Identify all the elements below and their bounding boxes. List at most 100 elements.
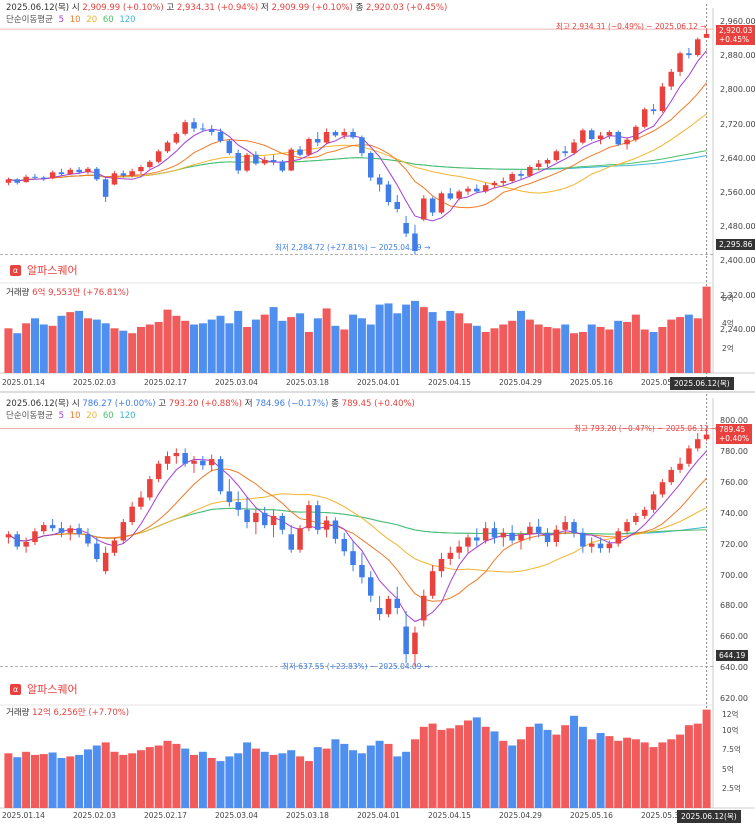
- last-change: +0.45%: [719, 35, 750, 44]
- candle-body: [226, 491, 233, 503]
- candle-body: [456, 191, 462, 199]
- volume-bar: [340, 743, 349, 808]
- time-tick-label: 2025.01.14: [2, 378, 45, 387]
- volume-bar: [455, 725, 464, 808]
- ma20-label: 20: [86, 411, 98, 421]
- volume-bar: [587, 739, 596, 809]
- volume-bar: [605, 736, 614, 808]
- volume-bar: [578, 332, 587, 373]
- volume-bar: [437, 729, 446, 808]
- volume-value: 6억 9,553만 (+76.81%): [32, 288, 130, 298]
- volume-bar: [384, 303, 393, 373]
- candle-body: [226, 140, 233, 154]
- volume-bar: [287, 317, 296, 373]
- volume-bar: [145, 747, 154, 808]
- price-tick-label: 660.00: [720, 632, 748, 642]
- candle-body: [323, 520, 330, 530]
- candle-body: [491, 182, 498, 186]
- candle-body: [412, 233, 418, 251]
- candle-body: [341, 132, 347, 136]
- ma120-label: 120: [119, 411, 136, 421]
- volume-bar: [13, 757, 22, 808]
- volume-tick-label: 7.5억: [722, 745, 741, 755]
- candle-body: [235, 502, 241, 510]
- candle-body: [606, 543, 613, 549]
- volume-tick-label: 10억: [722, 725, 739, 735]
- volume-bar: [207, 758, 216, 808]
- volume-bar: [296, 756, 305, 808]
- volume-bar: [357, 753, 366, 808]
- volume-bar: [110, 328, 119, 373]
- volume-bar: [499, 740, 508, 808]
- volume-bar: [101, 742, 110, 808]
- candle-body: [412, 632, 418, 655]
- candle-body: [650, 109, 657, 112]
- candle-body: [155, 463, 162, 480]
- time-tick-label: 2025.02.17: [144, 378, 187, 387]
- volume-bar: [446, 310, 455, 373]
- volume-bar: [658, 327, 667, 373]
- candle-body: [279, 161, 286, 171]
- volume-bar: [340, 329, 349, 373]
- price-tick-label: 800.00: [720, 416, 748, 425]
- candle-body: [438, 558, 445, 572]
- open-label: 시: [71, 3, 80, 13]
- candle-body: [686, 448, 692, 464]
- volume-bar: [198, 751, 207, 809]
- volume-bar: [357, 318, 366, 373]
- candle-body: [624, 522, 630, 532]
- volume-bar: [375, 304, 384, 373]
- ohlc-header: 2025.06.12(목) 시 2,909.99 (+0.10%) 고 2,93…: [6, 1, 447, 13]
- candle-body: [182, 122, 188, 134]
- volume-bar: [393, 756, 402, 808]
- volume-bar: [428, 312, 437, 373]
- volume-bar: [198, 323, 207, 373]
- volume-bar: [216, 761, 225, 808]
- candle-body: [94, 543, 100, 559]
- candle-body: [14, 179, 20, 183]
- volume-bar: [419, 726, 428, 809]
- candle-body: [14, 534, 20, 547]
- volume-bar: [366, 324, 375, 373]
- price-tick-label: 2,720.00: [720, 119, 755, 129]
- candle-body: [253, 512, 259, 523]
- low-annotation: 최저 2,284.72 (+27.81%) − 2025.04.09 →: [275, 243, 431, 252]
- ma10-label: 10: [69, 15, 81, 25]
- volume-bar: [649, 332, 658, 373]
- volume-bar: [543, 729, 552, 808]
- header-date: 2025.06.12(목): [6, 3, 70, 13]
- ma5-line: [8, 450, 707, 623]
- volume-bar: [508, 745, 517, 808]
- volume-bar: [190, 754, 198, 808]
- volume-bar: [552, 328, 561, 373]
- candle-body: [85, 534, 91, 544]
- candle-body: [173, 453, 180, 457]
- alpha-square-logo-icon: α: [10, 264, 21, 276]
- candle-body: [633, 515, 639, 522]
- volume-bar: [110, 751, 119, 809]
- candle-body: [58, 528, 65, 533]
- time-tick-label: 2025.02.03: [73, 811, 116, 820]
- volume-bar: [419, 307, 428, 373]
- candle-body: [571, 142, 577, 153]
- time-tick-label: 2025.03.04: [215, 378, 258, 387]
- volume-tick-label: 12억: [722, 710, 739, 720]
- candle-body: [270, 515, 277, 526]
- candle-body: [41, 177, 47, 179]
- candle-body: [553, 151, 560, 161]
- volume-bar: [490, 731, 499, 808]
- candle-body: [147, 479, 153, 498]
- candle-body: [518, 534, 524, 541]
- candle-body: [562, 522, 568, 530]
- volume-tick-label: 2.5억: [722, 784, 741, 794]
- high-label: 고: [166, 3, 175, 13]
- volume-bar: [137, 750, 145, 808]
- candle-body: [85, 168, 91, 173]
- candle-body: [703, 34, 710, 38]
- volume-bar: [260, 751, 269, 809]
- candle-body: [102, 552, 109, 572]
- candle-body: [703, 434, 710, 440]
- time-tick-label: 2025.03.18: [286, 378, 329, 387]
- last-change: +0.40%: [719, 434, 750, 443]
